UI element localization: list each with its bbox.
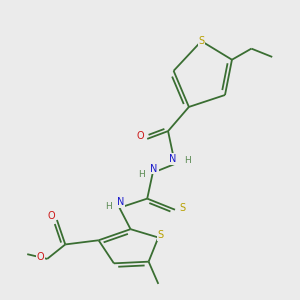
Text: H: H xyxy=(138,170,145,179)
Text: S: S xyxy=(179,203,185,213)
Text: H: H xyxy=(184,156,191,165)
Text: O: O xyxy=(48,211,55,221)
Text: O: O xyxy=(136,131,144,141)
Text: S: S xyxy=(198,36,205,46)
Text: N: N xyxy=(151,164,158,174)
Text: O: O xyxy=(37,252,44,262)
Text: N: N xyxy=(117,197,124,207)
Text: S: S xyxy=(158,230,164,240)
Text: H: H xyxy=(106,202,112,211)
Text: N: N xyxy=(169,154,176,164)
